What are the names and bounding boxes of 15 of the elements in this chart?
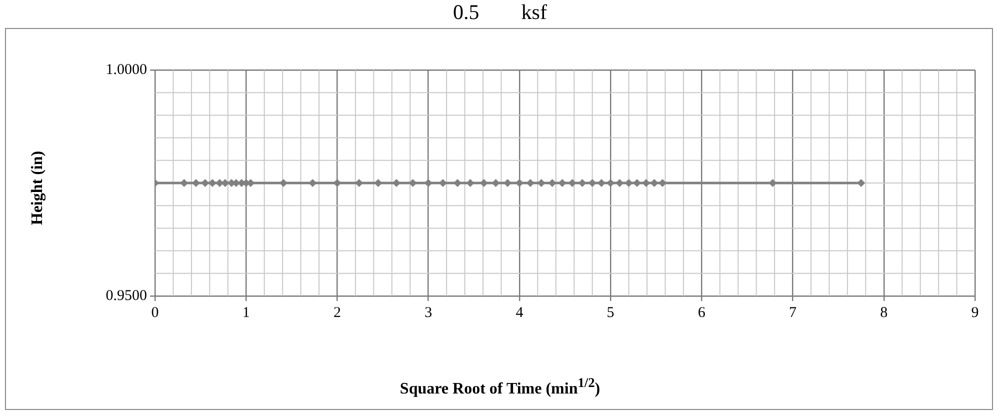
x-tick-label: 6	[698, 304, 706, 321]
y-tick-label: 1.0000	[106, 62, 147, 78]
chart-title: 0.5 ksf	[452, 0, 548, 25]
x-tick-label: 8	[880, 304, 888, 321]
x-tick-label: 2	[333, 304, 341, 321]
y-tick-label: 0.9500	[106, 288, 147, 304]
x-tick-label: 5	[606, 304, 614, 321]
y-axis-title: Height (in)	[29, 150, 47, 226]
x-tick-label: 9	[971, 304, 979, 321]
x-axis-title: Square Root of Time (min$^{1/2}$)	[398, 375, 602, 398]
x-tick-label: 1	[242, 304, 250, 321]
x-tick-label: 4	[516, 304, 524, 321]
x-tick-label: 7	[789, 304, 798, 321]
x-tick-label: 3	[424, 304, 432, 321]
x-tick-label: 0	[151, 304, 159, 321]
